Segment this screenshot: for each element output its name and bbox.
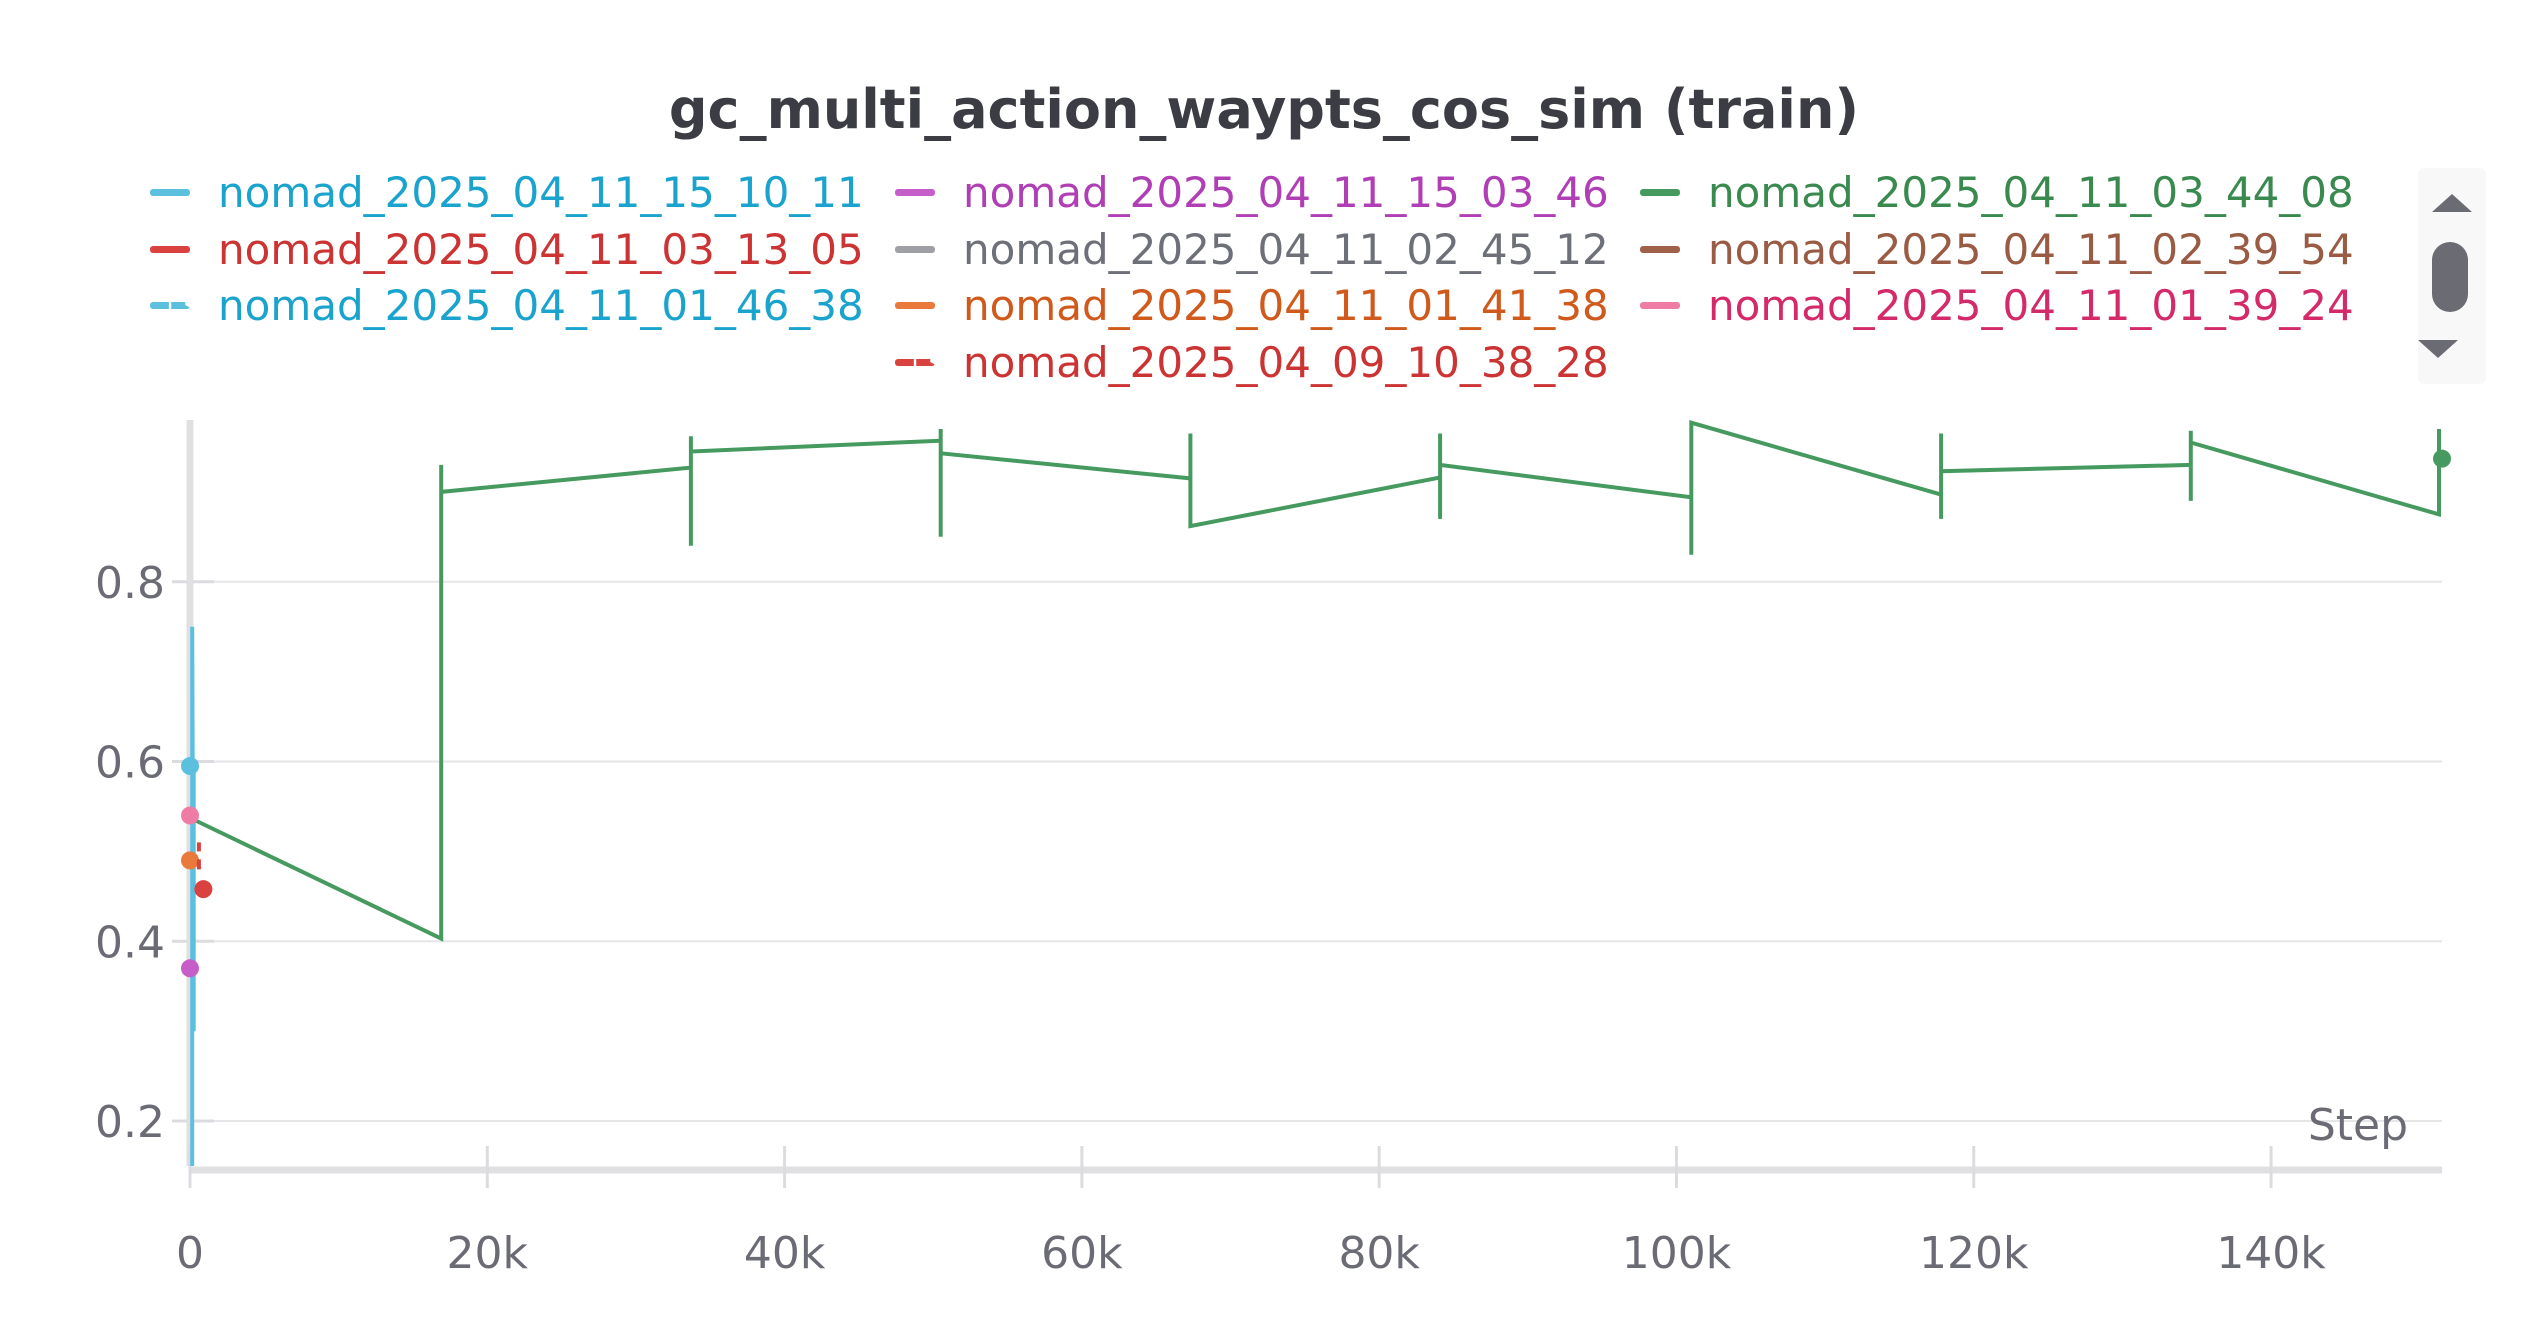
x-tick-label: 0	[176, 1228, 204, 1279]
legend-label: nomad_2025_04_11_15_10_11	[218, 167, 864, 217]
series-point-6	[181, 757, 199, 776]
legend-swatch	[895, 301, 935, 309]
legend-label: nomad_2025_04_11_01_46_38	[218, 280, 864, 330]
legend-item[interactable]: nomad_2025_04_11_01_46_38	[150, 277, 864, 333]
chart-title: gc_multi_action_waypts_cos_sim (train)	[668, 78, 1860, 141]
x-tick-label: 60k	[1041, 1228, 1123, 1279]
legend-swatch	[1640, 188, 1680, 196]
series-point-1	[181, 959, 199, 978]
legend-swatch	[895, 358, 935, 366]
legend-item[interactable]: nomad_2025_04_11_01_41_38	[895, 277, 1609, 333]
legend-label: nomad_2025_04_11_02_45_12	[963, 224, 1609, 274]
x-axis-label: Step	[2308, 1100, 2408, 1151]
legend: nomad_2025_04_11_15_10_11 nomad_2025_04_1…	[150, 164, 2390, 394]
y-tick-label: 0.2	[95, 1097, 165, 1148]
legend-item[interactable]: nomad_2025_04_11_15_10_11	[150, 164, 864, 220]
series-line-0	[190, 626, 196, 1166]
y-tick-label: 0.8	[95, 558, 165, 609]
scroll-down-icon[interactable]	[2418, 340, 2458, 358]
legend-swatch	[150, 301, 190, 309]
series-point-8	[181, 806, 199, 825]
legend-label: nomad_2025_04_11_02_39_54	[1708, 224, 2354, 274]
series-point-7	[181, 851, 199, 870]
legend-swatch	[150, 188, 190, 196]
legend-swatch	[150, 245, 190, 253]
legend-item[interactable]: nomad_2025_04_11_03_13_05	[150, 221, 864, 277]
legend-swatch	[1640, 245, 1680, 253]
scroll-thumb[interactable]	[2432, 242, 2468, 312]
legend-swatch	[1640, 301, 1680, 309]
legend-label: nomad_2025_04_09_10_38_28	[963, 337, 1609, 387]
x-tick-label: 120k	[1919, 1228, 2029, 1279]
x-tick-label: 20k	[447, 1228, 529, 1279]
legend-label: nomad_2025_04_11_03_44_08	[1708, 167, 2354, 217]
legend-item[interactable]: nomad_2025_04_11_02_39_54	[1640, 221, 2354, 277]
x-tick-label: 100k	[1622, 1228, 1732, 1279]
y-tick-label: 0.6	[95, 738, 165, 789]
legend-label: nomad_2025_04_11_01_39_24	[1708, 280, 2354, 330]
series-point-3	[194, 880, 213, 899]
series-point-2	[2433, 449, 2451, 468]
legend-label: nomad_2025_04_11_15_03_46	[963, 167, 1609, 217]
series-line-2	[193, 420, 2441, 942]
legend-item[interactable]: nomad_2025_04_11_01_39_24	[1640, 277, 2354, 333]
legend-label: nomad_2025_04_11_03_13_05	[218, 224, 864, 274]
legend-item[interactable]: nomad_2025_04_11_15_03_46	[895, 164, 1609, 220]
legend-swatch	[895, 245, 935, 253]
legend-label: nomad_2025_04_11_01_41_38	[963, 280, 1609, 330]
legend-item[interactable]: nomad_2025_04_09_10_38_28	[895, 334, 1609, 390]
grid-layer	[190, 580, 2442, 1123]
scroll-up-icon[interactable]	[2432, 194, 2472, 212]
x-tick-label: 40k	[744, 1228, 826, 1279]
y-tick-label: 0.4	[95, 917, 165, 968]
x-tick-label: 80k	[1338, 1228, 1420, 1279]
x-tick-label: 140k	[2216, 1228, 2326, 1279]
legend-item[interactable]: nomad_2025_04_11_02_45_12	[895, 221, 1609, 277]
axis-layer: 0.2 0.4 0.6 0.8 0 20k 40k 60k 80k 100k 120k 140k	[95, 420, 2442, 1279]
legend-item[interactable]: nomad_2025_04_11_03_44_08	[1640, 164, 2354, 220]
legend-swatch	[895, 188, 935, 196]
legend-scrollbar[interactable]	[2418, 168, 2486, 384]
series-layer	[181, 420, 2451, 1166]
